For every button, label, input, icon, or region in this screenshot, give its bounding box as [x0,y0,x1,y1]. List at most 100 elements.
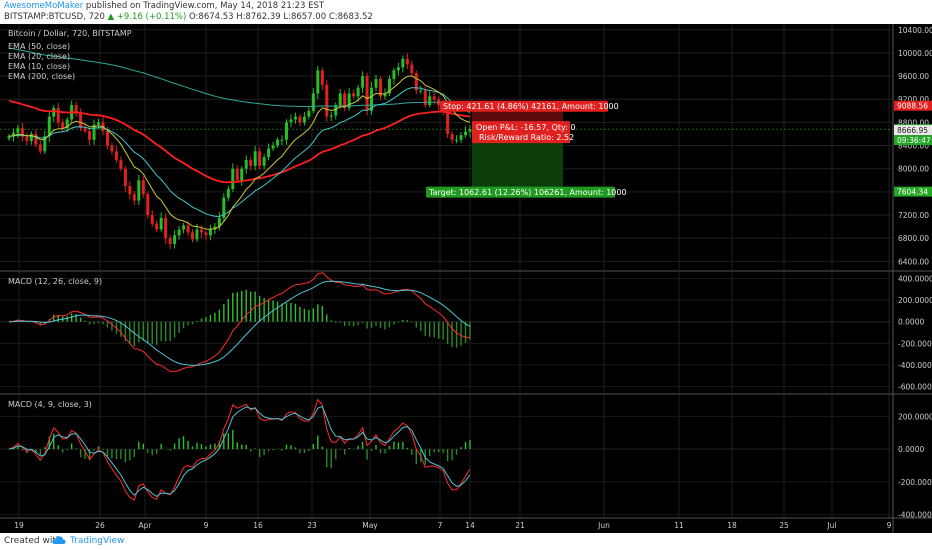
chart-svg[interactable]: MACD (12, 26, close, 9) MACD (4, 9, clos… [0,24,932,533]
candle-body [114,151,118,161]
x-tick-label: 23 [307,521,317,530]
x-tick-label: 11 [674,521,684,530]
axis-tick-label: 7200.00 [898,211,929,220]
candle-body [52,107,56,117]
macd2-label: MACD (4, 9, close, 3) [8,400,92,409]
pane-dividers [0,24,932,533]
candle-body [195,229,199,240]
candle-body [298,116,302,123]
axis-tick-label: 8800.00 [898,118,929,127]
candle-body [392,70,396,79]
candle-body [320,70,324,85]
signal-line [8,280,471,366]
candle-body [182,225,186,230]
ema-lines [8,47,471,230]
candle-body [43,136,47,152]
stop-price-tag: 9088.56 [897,102,928,111]
candle-body [123,168,127,187]
candle-body [79,113,83,129]
candle-body [276,139,280,146]
candle-body [173,235,177,244]
candle-body [258,151,262,166]
candle-body [74,105,78,114]
candle-body [191,232,195,240]
candle-body [244,160,248,169]
axis-tick-label: 400.0000 [898,274,932,283]
change-text: ▲ +9.16 (+0.11%) [107,12,187,22]
axis-tick-label: -400.0000 [898,361,932,370]
signal-line [8,405,471,498]
x-tick-label: 9 [887,521,892,530]
entry-price-tag-bg [894,125,932,136]
candle-body [110,145,114,152]
candle-body [428,96,432,106]
candle-body [253,151,257,166]
candle-body [302,116,306,123]
target-label: Target: 1062.61 (12.26%) 106261, Amount:… [428,188,627,197]
pnl-box-bg [472,121,570,144]
x-tick-label: Apr [139,521,153,530]
candle-body [370,87,374,111]
x-tick-label: Jun [597,521,610,530]
header-row-symbol: BITSTAMP:BTCUSD, 720 ▲ +9.16 (+0.11%) O:… [4,12,373,22]
axis-tick-label: 0.0000 [898,318,924,327]
candle-body [325,84,329,117]
tradingview-cloud-icon [52,535,66,548]
chart-labels: Bitcoin / Dollar, 720, BITSTAMP EMA (50, … [8,29,627,198]
candle-body [414,73,418,91]
tradingview-brand[interactable]: TradingView [70,536,125,546]
candle-body [150,215,154,224]
candle-body [289,119,293,123]
stop-label: Stop: 421.61 (4.86%) 42161, Amount: 1000 [443,102,619,111]
stop-label-bg [440,100,608,112]
time-tag-bg [894,135,932,146]
candle-body [226,188,230,198]
candle-body [213,226,217,230]
candle-body [450,133,454,140]
candle-body [455,139,459,141]
header-row-publisher: AwesomeMoMaker published on TradingView.… [4,1,324,11]
x-tick-label: 7 [438,521,443,530]
candle-body [47,116,51,137]
chart-area[interactable]: MACD (12, 26, close, 9) MACD (4, 9, clos… [0,24,932,533]
candle-body [56,107,60,123]
candle-body [365,76,369,111]
axis-tick-label: 10400.00 [898,26,932,35]
stop-price-tag-bg [894,100,932,111]
candle-body [132,194,136,201]
candle-body [423,90,427,106]
candle-body [29,133,33,141]
candle-body [204,232,208,236]
ema-20-line [8,87,471,218]
candle-body [419,90,423,92]
target-price-tag-bg [894,186,932,197]
candle-body [446,110,450,134]
macd-4-9-pane: MACD (4, 9, close, 3) [0,398,893,516]
candle-body [141,180,145,195]
candle-body [11,132,15,137]
candle-body [249,160,253,166]
author-link[interactable]: AwesomeMoMaker [4,1,84,11]
candle-body [88,131,92,140]
candle-body [374,78,378,88]
axis-tick-label: 200.0000 [898,296,932,305]
x-tick-label: 19 [14,521,24,530]
x-tick-label: 26 [95,521,105,530]
candle-body [284,122,288,140]
ohlc-text: O:8674.53 H:8762.39 L:8657.00 C:8683.52 [189,12,373,22]
chart-title: Bitcoin / Dollar, 720, BITSTAMP [8,29,132,38]
target-price-tag: 7604.34 [897,188,928,197]
ema-200-line [8,47,471,108]
x-tick-label: May [362,521,378,530]
axis-tick-label: 6400.00 [898,257,929,266]
candle-body [38,144,42,152]
legend-entry: EMA (200, close) [8,72,75,81]
target-label-bg [426,186,615,198]
ema-10-line [8,75,471,230]
x-tick-label: 16 [253,521,263,530]
axis-tick-label: -200.0000 [898,478,932,487]
candle-body [119,160,123,169]
created-with-text: Created with [4,536,62,546]
candle-body [61,122,65,129]
candle-body [97,122,101,125]
